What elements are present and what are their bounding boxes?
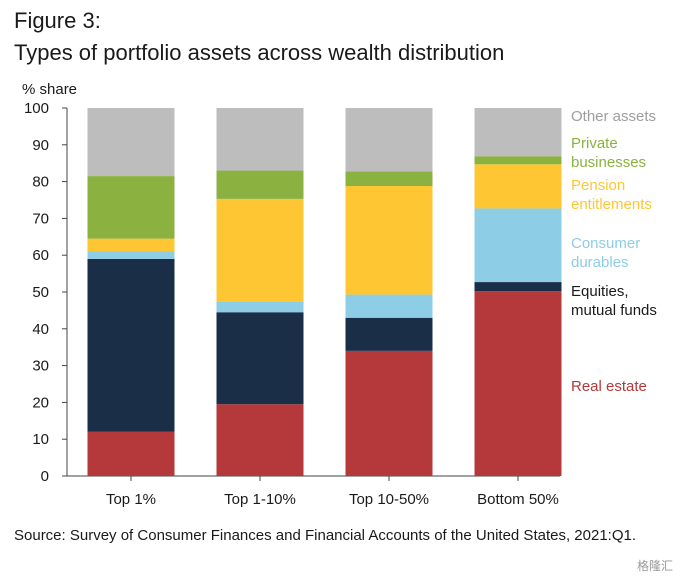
bar-segment xyxy=(87,258,175,432)
bar-segment xyxy=(474,164,562,209)
y-tick-label: 60 xyxy=(32,247,49,264)
y-tick-label: 100 xyxy=(24,100,49,117)
bar-segment xyxy=(345,186,433,295)
x-tick-label: Top 10-50% xyxy=(349,491,429,508)
legend-label: Equities, mutual funds xyxy=(571,283,657,319)
y-tick-label: 90 xyxy=(32,137,49,154)
legend-label: Other assets xyxy=(571,108,656,125)
x-tick-label: Top 1-10% xyxy=(224,491,296,508)
bar-segment xyxy=(216,301,304,313)
y-tick-label: 0 xyxy=(41,468,49,485)
chart-title: Types of portfolio assets across wealth … xyxy=(14,40,505,65)
stacked-bar-chart: % share 0 10 20 30 40 50 60 70 80 90 100 Top 1% Top … xyxy=(22,81,657,508)
y-tick-label: 40 xyxy=(32,321,49,338)
bar-segment xyxy=(87,176,175,239)
legend-label: Pension entitlements xyxy=(571,177,652,213)
watermark: 格隆汇 xyxy=(636,559,673,573)
bar-segment xyxy=(345,294,433,318)
legend-label: Private businesses xyxy=(571,135,646,171)
bar-segment xyxy=(216,170,304,199)
x-tick-label: Top 1% xyxy=(106,491,156,508)
source-note: Source: Survey of Consumer Finances and … xyxy=(14,527,637,544)
bar-segment xyxy=(345,171,433,187)
bar-segment xyxy=(87,251,175,259)
bar-segment xyxy=(474,291,562,476)
figure-label: Figure 3: xyxy=(14,8,101,33)
y-tick-label: 30 xyxy=(32,358,49,375)
bar-segment xyxy=(87,238,175,252)
legend-label: Consumer durables xyxy=(571,235,640,271)
y-tick-label: 10 xyxy=(32,431,49,448)
bar-segment xyxy=(216,108,304,171)
bar-segment xyxy=(216,404,304,476)
legend-label: Real estate xyxy=(571,378,647,395)
x-tick-label: Bottom 50% xyxy=(477,491,559,508)
bar-segment xyxy=(474,156,562,165)
bar-segment xyxy=(87,431,175,476)
y-tick-label: 70 xyxy=(32,210,49,227)
bar-segment xyxy=(345,350,433,476)
y-tick-label: 80 xyxy=(32,174,49,191)
bar-segment xyxy=(216,312,304,405)
y-axis-label: % share xyxy=(22,81,77,98)
bar-segment xyxy=(474,208,562,283)
bar-segment xyxy=(216,198,304,302)
bar-segment xyxy=(474,282,562,292)
bar-segment xyxy=(87,108,175,177)
bar-segment xyxy=(345,317,433,351)
bar-segment xyxy=(474,108,562,157)
bar-segment xyxy=(345,108,433,172)
y-tick-label: 50 xyxy=(32,284,49,301)
y-tick-label: 20 xyxy=(32,394,49,411)
